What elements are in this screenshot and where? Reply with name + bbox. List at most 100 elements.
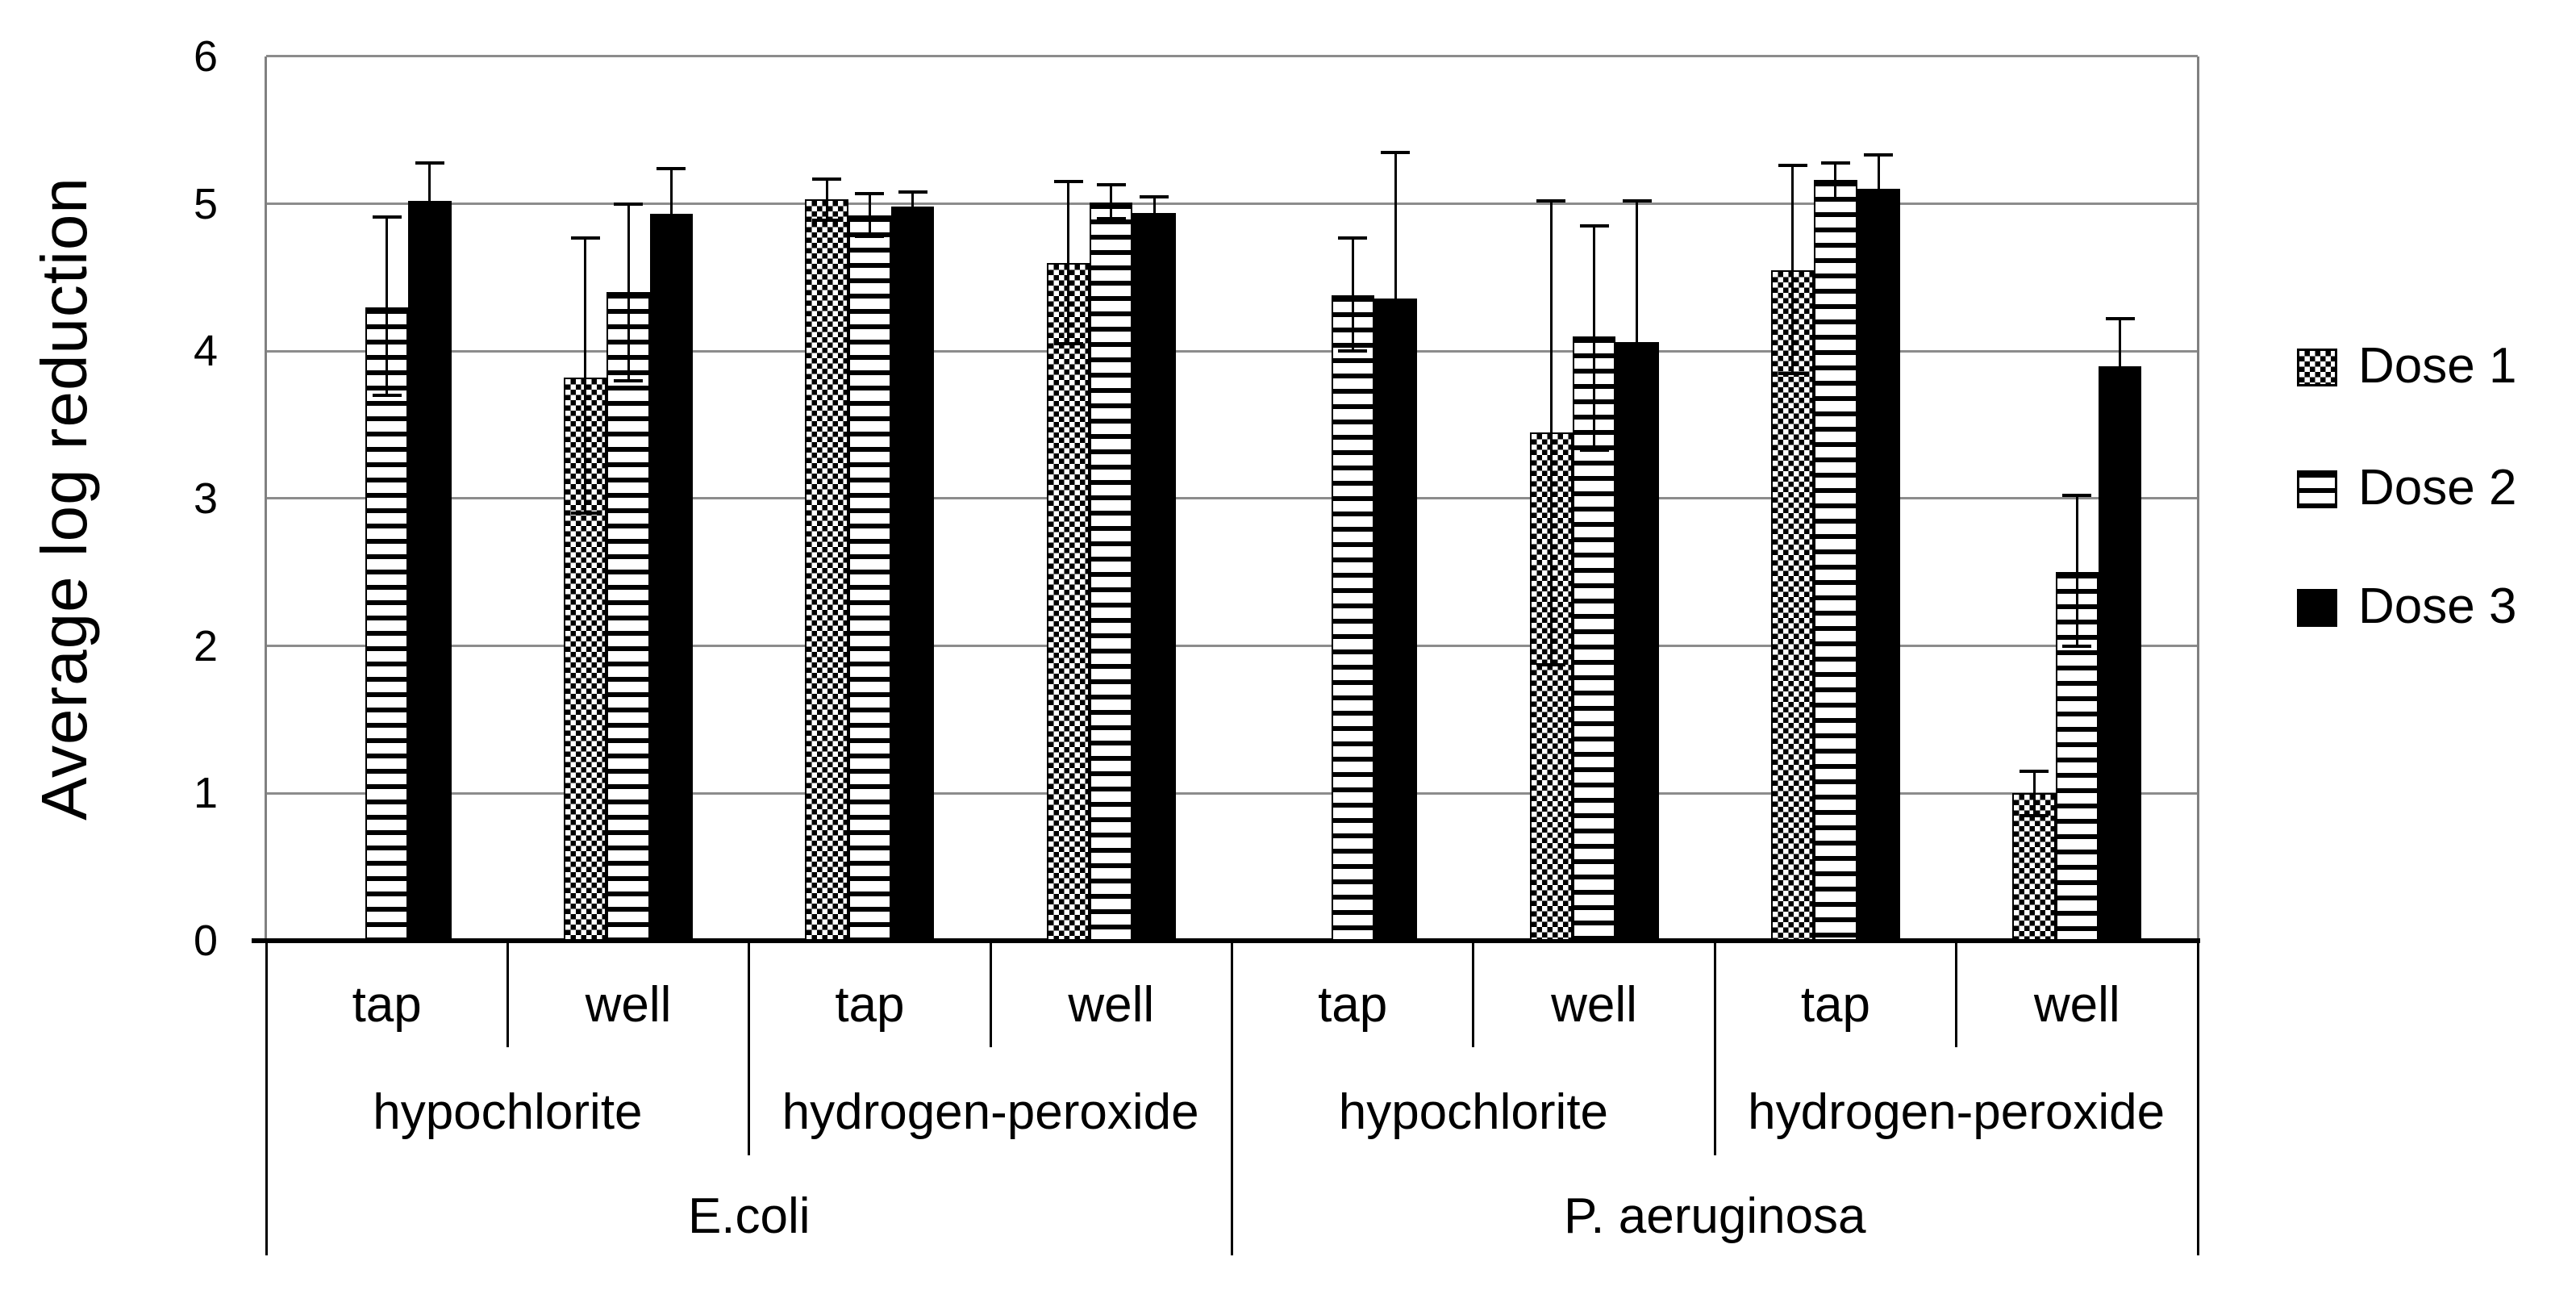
- error-bar-cap-bottom: [1820, 198, 1850, 202]
- y-tick-label-5: 5: [193, 179, 218, 228]
- error-bar-line: [1877, 155, 1880, 222]
- error-bar-cap-top: [1053, 180, 1083, 184]
- error-bar-cap-top: [2105, 317, 2135, 321]
- y-tick-label-4: 4: [193, 327, 218, 376]
- y-tick-label-1: 1: [193, 769, 218, 818]
- category-divider-1: [506, 941, 509, 1047]
- error-bar-cap-bottom: [855, 234, 885, 238]
- x-label-disinfectant-4: hydrogen-peroxide: [1748, 1084, 2165, 1140]
- gridline-4: [266, 349, 2198, 353]
- error-bar-cap-top: [1536, 199, 1566, 203]
- error-bar-line: [1636, 201, 1639, 484]
- bar-Ecoli-hypochlorite-well-dose1: [564, 378, 607, 941]
- bar-Ecoli-hydrogen-peroxide-tap-dose1: [805, 199, 848, 941]
- legend-label-dose-3: Dose 3: [2358, 578, 2517, 634]
- bar-Paeruginosa-hydrogen-peroxide-tap-dose2: [1814, 180, 1857, 941]
- category-divider-7: [1955, 941, 1958, 1047]
- error-bar-cap-top: [415, 161, 444, 165]
- error-bar-line: [1834, 162, 1837, 200]
- error-bar-line: [627, 203, 630, 381]
- error-bar-cap-bottom: [1579, 448, 1609, 452]
- error-bar-cap-bottom: [415, 237, 444, 241]
- y-tick-label-0: 0: [193, 917, 218, 965]
- error-bar-line: [911, 192, 915, 222]
- error-bar-cap-bottom: [1536, 663, 1566, 667]
- error-bar-cap-top: [570, 236, 600, 240]
- error-bar-line: [428, 162, 431, 240]
- bar-Paeruginosa-hypochlorite-tap-dose2: [1331, 294, 1374, 941]
- error-bar-line: [2119, 319, 2122, 414]
- legend-label-dose-2: Dose 2: [2358, 460, 2517, 516]
- error-bar-cap-bottom: [812, 218, 842, 222]
- error-bar-cap-top: [657, 166, 686, 170]
- error-bar-cap-bottom: [2062, 644, 2092, 648]
- error-bar-cap-top: [2020, 769, 2049, 773]
- bar-Ecoli-hydrogen-peroxide-tap-dose2: [848, 215, 892, 941]
- error-bar-cap-bottom: [1381, 442, 1411, 446]
- error-bar-line: [1110, 184, 1113, 219]
- x-label-water-6: well: [1551, 976, 1637, 1033]
- legend-swatch-horizontal-stripes: [2297, 470, 2337, 508]
- bar-Ecoli-hypochlorite-tap-dose3: [408, 201, 452, 941]
- bar-Ecoli-hydrogen-peroxide-tap-dose3: [891, 207, 935, 941]
- bar-Ecoli-hydrogen-peroxide-well-dose1: [1046, 262, 1090, 941]
- error-bar-cap-top: [1579, 224, 1609, 228]
- error-bar-cap-top: [855, 191, 885, 195]
- gridline-1: [266, 791, 2198, 795]
- error-bar-cap-bottom: [1096, 216, 1126, 220]
- error-bar-line: [2075, 495, 2078, 646]
- gridline-6: [266, 55, 2198, 58]
- error-bar-cap-bottom: [2105, 411, 2135, 415]
- plot-left-border: [265, 56, 267, 941]
- error-bar-line: [1549, 201, 1553, 666]
- bar-Paeruginosa-hydrogen-peroxide-tap-dose1: [1770, 269, 1815, 941]
- error-bar-cap-top: [898, 190, 927, 194]
- bar-Paeruginosa-hydrogen-peroxide-tap-dose3: [1857, 189, 1900, 941]
- error-bar-cap-top: [812, 177, 842, 181]
- error-bar-cap-top: [1338, 236, 1368, 240]
- error-bar-cap-top: [614, 202, 644, 206]
- y-tick-label-2: 2: [193, 621, 218, 670]
- y-tick-label-6: 6: [193, 31, 218, 81]
- x-label-disinfectant-3: hypochlorite: [1338, 1084, 1609, 1140]
- error-bar-line: [669, 168, 673, 261]
- category-divider-2: [748, 941, 751, 1155]
- error-bar-cap-bottom: [2020, 813, 2049, 817]
- error-bar-cap-bottom: [614, 378, 644, 382]
- error-bar-cap-bottom: [657, 258, 686, 262]
- x-label-species-1: E.coli: [687, 1188, 811, 1244]
- error-bar-cap-top: [1140, 194, 1169, 198]
- error-bar-cap-bottom: [1864, 219, 1894, 223]
- x-label-water-5: tap: [1318, 976, 1388, 1033]
- x-label-water-3: tap: [835, 976, 905, 1033]
- bar-Ecoli-hydrogen-peroxide-well-dose3: [1132, 212, 1176, 941]
- x-label-water-4: well: [1068, 976, 1155, 1033]
- x-label-water-8: well: [2033, 976, 2120, 1033]
- error-bar-line: [1153, 196, 1156, 229]
- error-bar-cap-bottom: [1622, 482, 1652, 486]
- error-bar-line: [1791, 165, 1794, 374]
- category-divider-4: [1231, 941, 1233, 1255]
- error-bar-cap-top: [1381, 150, 1411, 154]
- gridline-5: [266, 203, 2198, 206]
- x-label-species-2: P. aeruginosa: [1563, 1188, 1866, 1244]
- error-bar-cap-bottom: [570, 512, 600, 516]
- bar-Ecoli-hydrogen-peroxide-well-dose2: [1090, 202, 1133, 941]
- bar-Ecoli-hypochlorite-well-dose2: [606, 292, 650, 941]
- category-divider-8: [2196, 941, 2199, 1255]
- legend-label-dose-1: Dose 1: [2358, 338, 2517, 394]
- bar-Ecoli-hypochlorite-tap-dose2: [365, 307, 409, 941]
- x-label-water-2: well: [585, 976, 672, 1033]
- error-bar-line: [584, 237, 587, 514]
- legend-swatch-solid-black: [2297, 589, 2337, 627]
- x-label-disinfectant-1: hypochlorite: [373, 1084, 643, 1140]
- error-bar-line: [825, 178, 828, 220]
- error-bar-cap-bottom: [372, 394, 402, 398]
- category-divider-3: [989, 941, 992, 1047]
- error-bar-line: [1593, 226, 1596, 450]
- error-bar-cap-top: [1096, 182, 1126, 186]
- category-divider-0: [265, 941, 268, 1255]
- bar-Ecoli-hypochlorite-well-dose3: [649, 214, 693, 941]
- y-tick-label-3: 3: [193, 474, 218, 523]
